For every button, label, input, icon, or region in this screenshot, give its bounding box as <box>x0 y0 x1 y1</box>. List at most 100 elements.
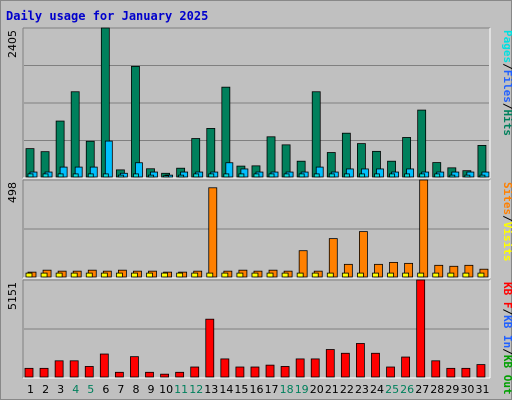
bar-sites <box>419 179 429 278</box>
bar-visits <box>85 272 93 278</box>
bar-pages <box>343 173 350 178</box>
bar-pages <box>148 174 154 178</box>
bar-visits <box>266 272 274 278</box>
x-tick-label: 8 <box>132 383 139 396</box>
bar-visits <box>447 272 455 278</box>
x-tick-label: 15 <box>234 383 248 396</box>
series-visits <box>25 272 485 278</box>
bar-kb-f <box>280 366 290 378</box>
bar-visits <box>236 272 244 278</box>
legend-entry: / <box>501 103 512 110</box>
bar-kb-f <box>190 366 200 378</box>
bar-visits <box>432 272 440 278</box>
legend-entry: Sites <box>501 182 512 215</box>
bar-files <box>74 166 83 178</box>
x-tick-label: 27 <box>415 383 429 396</box>
bar-files <box>89 166 98 178</box>
x-tick-label: 14 <box>219 383 233 396</box>
bar-pages <box>27 173 34 178</box>
bar-kb-f <box>431 360 441 378</box>
bar-pages <box>253 173 260 178</box>
bar-kb-f <box>114 371 124 378</box>
x-tick-label: 20 <box>310 383 324 396</box>
x-tick-label: 29 <box>445 383 459 396</box>
bar-visits <box>206 272 214 278</box>
bar-kb-f <box>416 279 426 378</box>
bar-kb-f <box>54 360 64 378</box>
x-tick-label: 10 <box>159 383 173 396</box>
x-tick-label: 23 <box>355 383 369 396</box>
bar-sites <box>328 238 338 278</box>
x-tick-label: 5 <box>87 383 94 396</box>
bar-visits <box>402 272 410 278</box>
x-tick-label: 17 <box>265 383 279 396</box>
x-tick-label: 28 <box>430 383 444 396</box>
x-tick-label: 13 <box>204 383 218 396</box>
bar-visits <box>477 272 485 278</box>
legend-entry: / <box>501 348 512 355</box>
x-tick-label: 25 <box>385 383 399 396</box>
panel-legend: Sites/Visits <box>501 182 512 262</box>
bar-hits <box>191 138 201 178</box>
bar-pages <box>208 173 215 178</box>
bar-visits <box>387 272 394 278</box>
bar-hits <box>70 91 80 178</box>
bar-visits <box>281 272 289 278</box>
legend-entry: Pages <box>501 30 512 63</box>
x-tick-label: 21 <box>325 383 339 396</box>
y-max-label: 2405 <box>6 30 19 58</box>
bar-pages <box>434 173 441 178</box>
bar-visits <box>326 272 334 278</box>
legend-entry: Hits <box>501 110 512 137</box>
panel-legend: KB F/KB In/KB Out <box>501 282 512 395</box>
bar-visits <box>161 272 168 278</box>
bar-pages <box>313 173 320 178</box>
x-tick-label: 7 <box>117 383 124 396</box>
series-hits <box>25 27 487 178</box>
bar-files <box>135 162 143 178</box>
bar-kb-f <box>145 371 154 378</box>
bar-files <box>59 166 68 178</box>
bar-pages <box>117 174 124 178</box>
bar-pages <box>223 173 230 178</box>
bar-visits <box>25 272 33 278</box>
bar-visits <box>341 272 349 278</box>
bar-visits <box>221 272 229 278</box>
bar-kb-f <box>205 318 215 378</box>
x-tick-label: 12 <box>189 383 203 396</box>
bar-kb-f <box>295 358 305 378</box>
bar-kb-f <box>39 367 49 378</box>
x-tick-label: 3 <box>57 383 64 396</box>
bar-hits <box>131 65 140 178</box>
legend-entry: / <box>501 215 512 222</box>
bar-files <box>361 168 369 178</box>
x-tick-label: 9 <box>148 383 155 396</box>
bar-pages <box>479 174 486 178</box>
x-tick-label: 19 <box>295 383 309 396</box>
series-pages <box>27 173 486 178</box>
bar-pages <box>238 173 245 178</box>
bar-visits <box>146 272 153 278</box>
bar-pages <box>268 173 275 178</box>
bar-files <box>451 171 460 178</box>
bar-kb-f <box>356 343 365 378</box>
bar-files <box>466 171 475 178</box>
x-tick-label: 24 <box>370 383 384 396</box>
bar-kb-f <box>325 349 335 378</box>
bar-sites <box>359 231 368 278</box>
bar-files <box>150 171 158 178</box>
bar-kb-f <box>24 367 34 378</box>
bar-kb-f <box>310 358 320 378</box>
bar-files <box>240 168 249 178</box>
bar-kb-f <box>69 360 79 378</box>
legend-entry: Files <box>501 70 512 103</box>
bar-kb-f <box>446 367 456 378</box>
bar-pages <box>449 174 456 178</box>
bar-pages <box>87 173 94 178</box>
bar-visits <box>100 272 108 278</box>
bar-kb-f <box>235 366 245 378</box>
bar-files <box>481 171 490 178</box>
x-tick-label: 1 <box>27 383 34 396</box>
bar-files <box>180 171 189 178</box>
bar-pages <box>328 173 335 178</box>
